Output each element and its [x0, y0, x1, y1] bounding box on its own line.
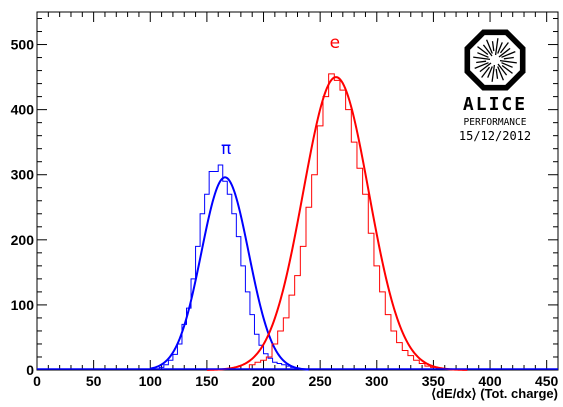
- x-tick-label: 150: [195, 373, 219, 389]
- logo-spoke: [501, 50, 516, 58]
- logo-spoke: [501, 62, 513, 68]
- logo-spoke: [473, 56, 491, 61]
- y-tick-label: 400: [11, 102, 35, 118]
- y-tick-label: 500: [11, 37, 35, 53]
- x-tick-label: 0: [33, 373, 41, 389]
- fit-electron: [206, 76, 468, 371]
- x-tick-label: 400: [478, 373, 502, 389]
- logo-spoke: [476, 60, 487, 64]
- annotations: πe: [221, 33, 340, 159]
- logo-spoke: [497, 42, 503, 54]
- logo-spoke: [499, 42, 509, 54]
- logo-octagon-inner: [470, 35, 520, 85]
- logo-subtitle: PERFORMANCE: [464, 117, 527, 128]
- logo-spoke: [474, 62, 489, 70]
- logo-spoke: [481, 66, 491, 78]
- logo-spoke: [482, 44, 493, 57]
- x-axis-title: ⟨dE/dx⟩ (Tot. charge): [431, 386, 558, 401]
- histogram-electron: [248, 73, 449, 370]
- y-tick-labels: 0 100 200 300 400 500: [11, 37, 35, 378]
- x-tick-label: 300: [365, 373, 389, 389]
- x-tick-labels: 0 50 100 150 200 250 300 350 400 450: [33, 373, 558, 389]
- series-layer: [37, 73, 558, 371]
- x-tick-label: 450: [535, 373, 559, 389]
- logo-spoke: [479, 62, 492, 73]
- logo-spoke: [477, 52, 489, 58]
- x-tick-label: 350: [422, 373, 446, 389]
- y-tick-label: 100: [11, 297, 35, 313]
- x-tick-label: 250: [308, 373, 332, 389]
- logo-spoke: [503, 56, 514, 60]
- logo-label: ALICE: [463, 94, 527, 115]
- annotation-label: e: [330, 33, 340, 53]
- logo-spoke: [497, 66, 505, 81]
- alice-logo-icon: ALICE PERFORMANCE 15/12/2012: [459, 29, 531, 143]
- logo-spoke: [501, 64, 513, 74]
- logo-spoke: [477, 46, 489, 56]
- logo-spoke: [497, 63, 508, 76]
- annotation-label: π: [221, 139, 231, 159]
- x-tick-label: 50: [86, 373, 102, 389]
- logo-spoke: [487, 66, 493, 78]
- logo-spoke: [499, 59, 517, 64]
- logo-spoke: [491, 41, 495, 52]
- x-tick-label: 100: [139, 373, 163, 389]
- logo-spoke: [491, 64, 496, 82]
- logo-spoke: [494, 38, 499, 56]
- y-tick-label: 200: [11, 232, 35, 248]
- y-tick-label: 0: [26, 362, 34, 378]
- histogram-pion: [158, 164, 301, 370]
- logo-spoke: [498, 47, 511, 58]
- x-tick-label: 200: [252, 373, 276, 389]
- logo-spoke: [485, 39, 493, 54]
- y-tick-label: 300: [11, 167, 35, 183]
- axis-ticks: [36, 12, 559, 371]
- fit-pion: [150, 176, 309, 371]
- logo-date: 15/12/2012: [459, 129, 531, 143]
- logo-spoke: [495, 68, 499, 79]
